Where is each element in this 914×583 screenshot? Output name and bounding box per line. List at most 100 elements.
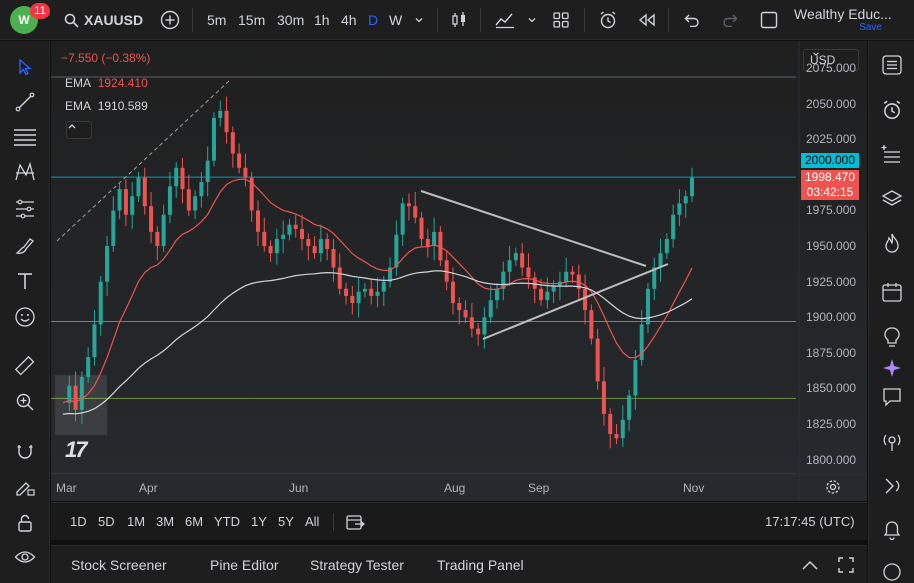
price-tick-label: 2050.000 xyxy=(806,96,857,111)
last-price-value: 1998.470 xyxy=(804,170,856,184)
range-5y[interactable]: 5Y xyxy=(278,514,294,529)
alert-button[interactable] xyxy=(598,0,618,40)
price-tick-label: 1975.000 xyxy=(806,203,857,218)
indicators-button[interactable] xyxy=(494,0,516,40)
timeframe-w[interactable]: W xyxy=(389,12,403,28)
watchlist-button[interactable] xyxy=(878,51,906,79)
candle-body xyxy=(205,160,210,183)
compare-button[interactable] xyxy=(160,0,180,40)
candle-body xyxy=(633,359,638,396)
icons-tool[interactable] xyxy=(11,303,39,331)
layouts-button[interactable] xyxy=(552,0,570,40)
measure-tool[interactable] xyxy=(11,352,39,380)
range-ytd[interactable]: YTD xyxy=(214,514,240,529)
redo-button[interactable] xyxy=(722,0,738,40)
currency-select[interactable]: USD xyxy=(803,49,859,71)
candle-body xyxy=(362,288,367,292)
candle-body xyxy=(495,288,500,301)
broadcast-icon xyxy=(883,434,901,451)
text-tool[interactable] xyxy=(11,267,39,295)
chats-button[interactable] xyxy=(878,383,906,411)
trendline-tool[interactable] xyxy=(11,88,39,116)
calendar-arrow-icon xyxy=(346,515,366,530)
candle-body xyxy=(306,238,311,247)
plus-circle-icon xyxy=(160,10,180,30)
undo-button[interactable] xyxy=(684,0,700,40)
candle-body xyxy=(268,246,273,254)
projection-tool[interactable] xyxy=(11,195,39,223)
indicators-dropdown[interactable] xyxy=(527,0,537,40)
chart-canvas[interactable] xyxy=(51,41,867,501)
timeframe-dropdown[interactable] xyxy=(414,0,424,40)
replay-button[interactable] xyxy=(638,0,656,40)
range-1d[interactable]: 1D xyxy=(70,514,87,529)
range-1y[interactable]: 1Y xyxy=(251,514,267,529)
go-to-date-button[interactable] xyxy=(345,513,366,536)
maximize-panel-button[interactable] xyxy=(837,556,855,579)
watermark-logo: 17 xyxy=(65,437,88,462)
cursor-tool[interactable] xyxy=(11,53,39,81)
symbol-search[interactable]: XAUUSD xyxy=(64,0,143,40)
expand-panel-button[interactable] xyxy=(801,558,819,576)
timeframe-30m[interactable]: 30m xyxy=(277,12,305,28)
chart-area[interactable]: −7.550 (−0.38%) EMA 1924.410 EMA 1910.58… xyxy=(51,41,867,501)
range-3m[interactable]: 3M xyxy=(156,514,175,529)
smiley-icon xyxy=(15,307,35,327)
timeframe-4h[interactable]: 4h xyxy=(341,12,357,28)
hotlists-button[interactable] xyxy=(878,229,906,257)
stay-drawing-tool[interactable] xyxy=(11,473,39,501)
help-button[interactable] xyxy=(878,558,906,583)
level-price-label: 2000.000 xyxy=(801,153,859,168)
hide-drawings-tool[interactable] xyxy=(11,543,39,571)
zoom-tool[interactable] xyxy=(11,388,39,416)
ema-slow-legend[interactable]: EMA 1910.589 xyxy=(65,99,148,113)
candle-body xyxy=(507,260,512,272)
data-window-button[interactable] xyxy=(878,185,906,213)
account-menu[interactable]: Wealthy Educ... Save xyxy=(794,6,894,33)
chart-type-button[interactable] xyxy=(450,0,468,40)
range-5d[interactable]: 5D xyxy=(98,514,115,529)
fullscreen-layout-button[interactable] xyxy=(760,0,778,40)
utc-clock[interactable]: 17:17:45 (UTC) xyxy=(765,514,855,529)
streams-button[interactable] xyxy=(878,428,906,456)
pattern-tool[interactable] xyxy=(11,158,39,186)
candle-body xyxy=(406,203,411,207)
zoom-in-icon xyxy=(16,393,34,411)
magnet-tool[interactable] xyxy=(11,437,39,465)
ideas-button[interactable] xyxy=(878,323,906,351)
timeframe-d[interactable]: D xyxy=(368,12,379,28)
tab-pine-editor[interactable]: Pine Editor xyxy=(210,557,279,573)
tab-trading-panel[interactable]: Trading Panel xyxy=(437,557,524,573)
chevron-down-icon xyxy=(415,18,423,23)
candle-body xyxy=(601,381,606,415)
candle-body xyxy=(645,288,650,325)
candle-body xyxy=(98,281,103,325)
notification-badge: 11 xyxy=(30,3,50,19)
lightbulb-icon xyxy=(884,327,900,347)
candle-body xyxy=(671,214,676,239)
collapse-legend-button[interactable] xyxy=(66,121,92,139)
range-6m[interactable]: 6M xyxy=(185,514,204,529)
fib-tool[interactable] xyxy=(11,123,39,151)
range-all[interactable]: All xyxy=(305,514,320,529)
timeframe-15m[interactable]: 15m xyxy=(238,12,266,28)
flame-icon xyxy=(885,233,899,253)
timeframe-1h[interactable]: 1h xyxy=(314,12,330,28)
save-link[interactable]: Save xyxy=(859,22,882,33)
range-1m[interactable]: 1M xyxy=(127,514,146,529)
alerts-panel-button[interactable] xyxy=(878,96,906,124)
notifications-button[interactable] xyxy=(878,516,906,544)
ai-assistant-button[interactable] xyxy=(878,354,906,382)
tab-strategy-tester[interactable]: Strategy Tester xyxy=(310,557,404,573)
candle-body xyxy=(664,238,669,254)
tab-stock-screener[interactable]: Stock Screener xyxy=(71,557,167,573)
lock-drawings-tool[interactable] xyxy=(11,509,39,537)
signals-button[interactable] xyxy=(878,472,906,500)
ema-fast-legend[interactable]: EMA 1924.410 xyxy=(65,76,148,90)
brush-tool[interactable] xyxy=(11,232,39,260)
calendar-button[interactable] xyxy=(878,278,906,306)
candle-body xyxy=(230,132,235,154)
timeframe-5m[interactable]: 5m xyxy=(207,12,227,28)
bar-countdown: 03:42:15 xyxy=(806,185,854,199)
object-tree-button[interactable] xyxy=(878,141,906,169)
